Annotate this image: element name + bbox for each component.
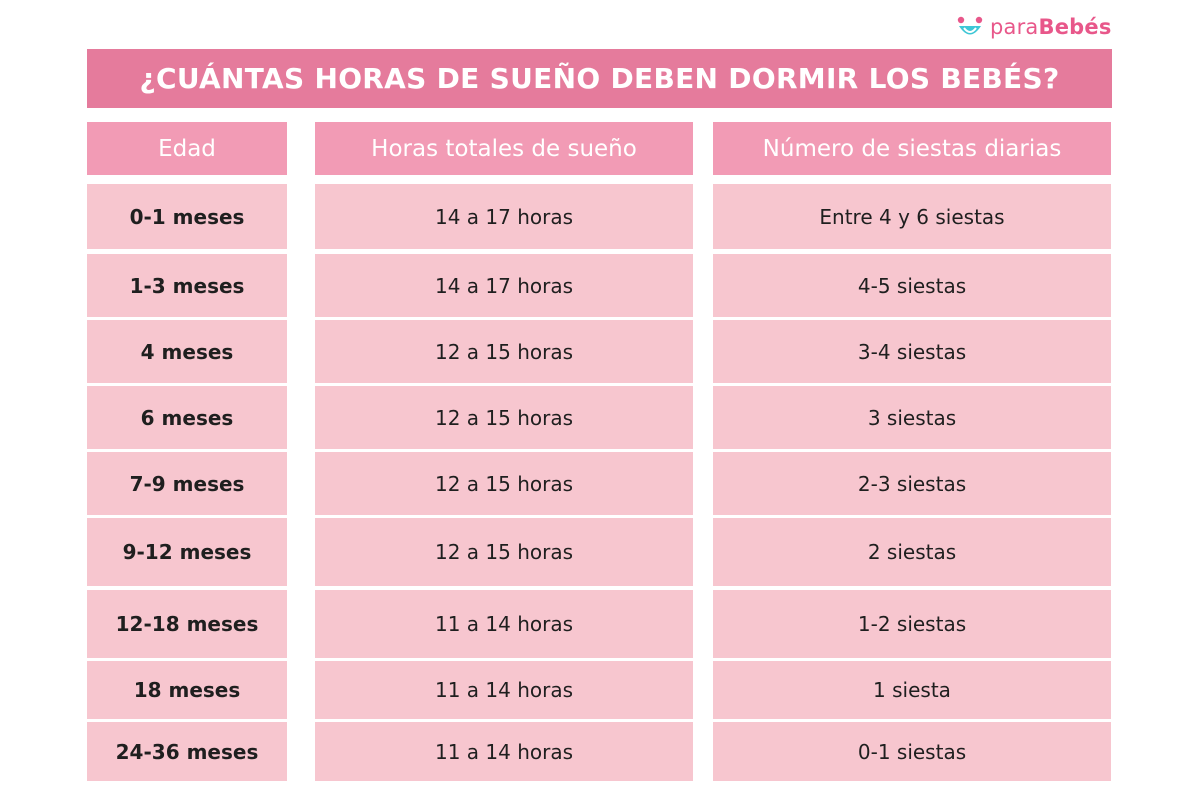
cell-horas: 12 a 15 horas bbox=[315, 452, 693, 515]
cell-siestas: 1 siesta bbox=[713, 661, 1111, 719]
cell-edad: 6 meses bbox=[87, 386, 287, 449]
brand-name: Bebés bbox=[1038, 14, 1112, 39]
cell-siestas: 4-5 siestas bbox=[713, 254, 1111, 317]
cell-horas: 11 a 14 horas bbox=[315, 661, 693, 719]
cell-siestas: 2 siestas bbox=[713, 518, 1111, 586]
header-siestas: Número de siestas diarias bbox=[713, 122, 1111, 175]
cell-edad: 9-12 meses bbox=[87, 518, 287, 586]
brand-wordmark: paraBebés bbox=[990, 14, 1112, 39]
page-title: ¿CUÁNTAS HORAS DE SUEÑO DEBEN DORMIR LOS… bbox=[139, 62, 1060, 95]
cell-edad: 0-1 meses bbox=[87, 184, 287, 249]
cell-horas: 14 a 17 horas bbox=[315, 254, 693, 317]
cell-siestas: Entre 4 y 6 siestas bbox=[713, 184, 1111, 249]
cell-horas: 12 a 15 horas bbox=[315, 320, 693, 383]
cell-edad: 4 meses bbox=[87, 320, 287, 383]
cell-edad: 24-36 meses bbox=[87, 722, 287, 781]
cell-horas: 11 a 14 horas bbox=[315, 590, 693, 658]
cell-siestas: 0-1 siestas bbox=[713, 722, 1111, 781]
cell-horas: 12 a 15 horas bbox=[315, 518, 693, 586]
cell-horas: 12 a 15 horas bbox=[315, 386, 693, 449]
cell-edad: 7-9 meses bbox=[87, 452, 287, 515]
cell-siestas: 3 siestas bbox=[713, 386, 1111, 449]
smiley-logo-icon bbox=[957, 16, 983, 35]
cell-siestas: 2-3 siestas bbox=[713, 452, 1111, 515]
cell-edad: 12-18 meses bbox=[87, 590, 287, 658]
cell-siestas: 1-2 siestas bbox=[713, 590, 1111, 658]
cell-horas: 14 a 17 horas bbox=[315, 184, 693, 249]
cell-edad: 1-3 meses bbox=[87, 254, 287, 317]
cell-horas: 11 a 14 horas bbox=[315, 722, 693, 781]
brand-logo: paraBebés bbox=[956, 12, 1112, 42]
cell-edad: 18 meses bbox=[87, 661, 287, 719]
header-edad: Edad bbox=[87, 122, 287, 175]
title-banner: ¿CUÁNTAS HORAS DE SUEÑO DEBEN DORMIR LOS… bbox=[87, 49, 1112, 108]
brand-prefix: para bbox=[990, 14, 1039, 39]
cell-siestas: 3-4 siestas bbox=[713, 320, 1111, 383]
header-horas: Horas totales de sueño bbox=[315, 122, 693, 175]
